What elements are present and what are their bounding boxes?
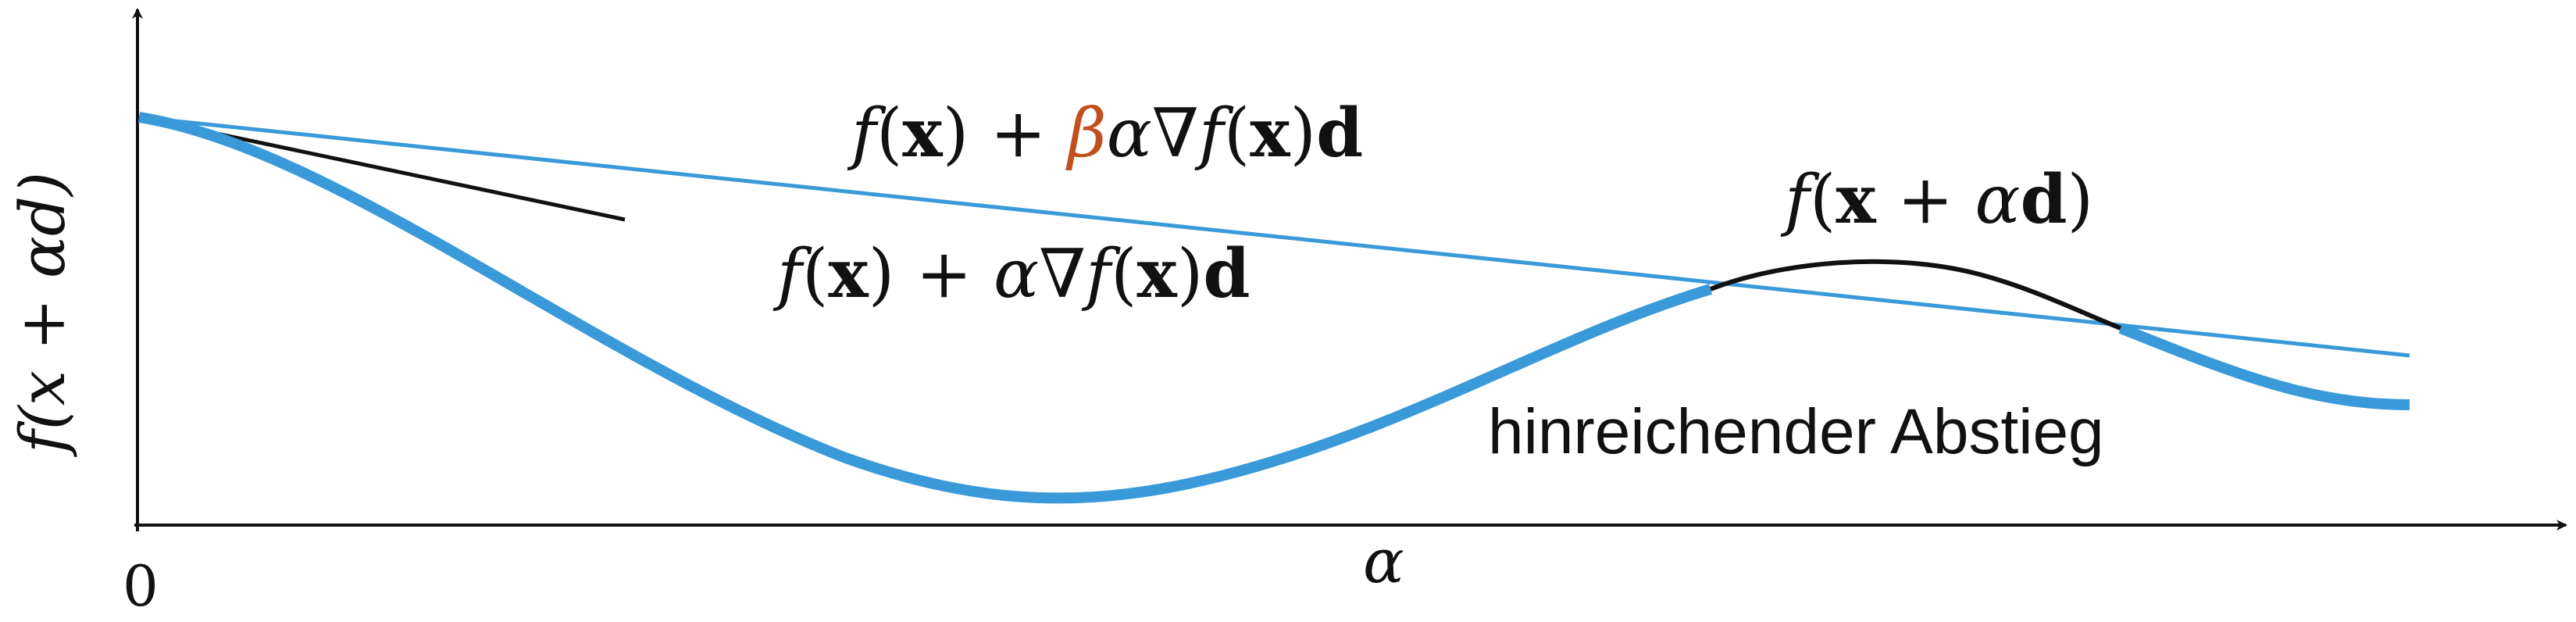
y-axis-label: f(x + αd) <box>6 172 79 457</box>
function-curve-accepted-left <box>137 112 1713 504</box>
origin-label: 0 <box>123 553 159 619</box>
beta-symbol: β <box>1065 95 1107 173</box>
x-axis-label: α <box>1363 527 1404 597</box>
armijo-line-label: f(x) + βα∇f(x)d <box>847 94 1363 173</box>
function-curve-rejected <box>1709 259 2122 331</box>
armijo-line <box>138 115 2410 358</box>
sufficient-decrease-label: hinreichender Abstieg <box>1488 396 2104 467</box>
function-curve-accepted-right <box>2118 323 2410 410</box>
function-curve-label: f(x + αd) <box>1780 160 2093 239</box>
tangent-line-label: f(x) + α∇f(x)d <box>772 234 1251 313</box>
